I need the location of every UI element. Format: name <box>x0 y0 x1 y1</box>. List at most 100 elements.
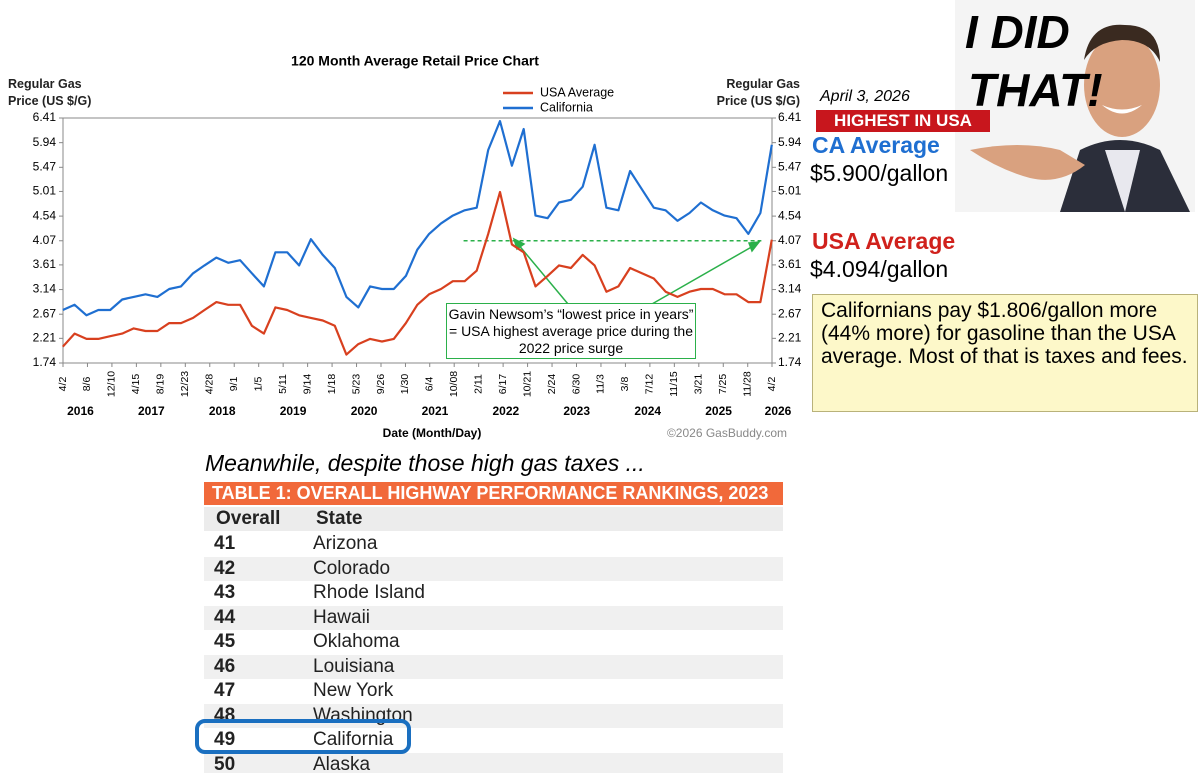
x-tick-label: 5/23 <box>350 374 362 395</box>
x-tick-label: 5/11 <box>277 374 289 394</box>
x-tick-label: 1/30 <box>399 374 411 395</box>
x-tick-label: 4/2 <box>57 377 69 392</box>
x-tick-label: 11/15 <box>668 371 680 397</box>
x-tick-label: 7/25 <box>717 374 729 395</box>
table-cell: Washington <box>313 704 413 726</box>
table-cell: 42 <box>214 557 236 579</box>
table-row: 43 Rhode Island <box>204 581 783 605</box>
legend-label: USA Average <box>540 85 614 99</box>
x-tick-label: 8/6 <box>81 377 93 392</box>
y2-axis-label: Regular Gas Price (US $/G) <box>716 77 800 108</box>
year-label: 2024 <box>634 404 661 418</box>
x-tick-label: 7/12 <box>644 374 656 395</box>
chart-title: 120 Month Average Retail Price Chart <box>291 53 539 69</box>
year-label: 2019 <box>280 404 307 418</box>
y-tick-label: 3.61 <box>33 257 57 271</box>
table-row: 42 Colorado <box>204 556 783 581</box>
table-cell: California <box>313 729 394 750</box>
y2-tick-label: 4.54 <box>778 208 802 222</box>
x-tick-label: 2/11 <box>472 374 484 394</box>
year-label: 2020 <box>351 404 378 418</box>
photo <box>955 0 1195 212</box>
table-row: 46 Louisiana <box>204 654 783 679</box>
ca-price: $5.900/gallon <box>810 160 949 186</box>
usa-price: $4.094/gallon <box>810 256 949 282</box>
year-label: 2017 <box>138 404 165 418</box>
header-cell: State <box>316 508 363 529</box>
x-tick-label: 12/10 <box>106 371 118 397</box>
x-tick-label: 1/18 <box>326 374 338 395</box>
table-cell: 43 <box>214 582 236 603</box>
x-tick-label: 6/4 <box>424 377 436 392</box>
year-label: 2018 <box>209 404 236 418</box>
year-label: 2022 <box>492 404 519 418</box>
annotation: Gavin Newsom’s “lowest price in years” =… <box>446 303 696 359</box>
x-tick-label: 9/26 <box>375 374 387 395</box>
year-label: 2025 <box>705 404 732 418</box>
table-cell: 46 <box>214 655 236 677</box>
x-tick-label: 9/14 <box>301 374 313 395</box>
meme-line: THAT! <box>968 64 1103 116</box>
table-cell: Louisiana <box>313 655 395 677</box>
y-tick-label: 5.94 <box>33 135 57 149</box>
credit: ©2026 GasBuddy.com <box>667 426 787 440</box>
y2-tick-label: 3.61 <box>778 257 802 271</box>
table-row: 41 Arizona <box>204 532 783 556</box>
table-cell: 45 <box>214 631 236 652</box>
table-cell: 47 <box>214 680 236 701</box>
table-row: 45 Oklahoma <box>204 630 783 654</box>
table-title-bg <box>204 482 783 505</box>
line-series <box>61 190 773 356</box>
y2-tick-label: 6.41 <box>778 110 802 124</box>
y-tick-label: 6.41 <box>33 110 57 124</box>
table-row: 44 Hawaii <box>204 605 783 630</box>
table-cell: Rhode Island <box>313 582 425 603</box>
year-label: 2026 <box>765 404 792 418</box>
y2-tick-label: 2.67 <box>778 306 802 320</box>
x-tick-label: 3/8 <box>619 377 631 392</box>
ca-label: CA Average <box>812 132 940 158</box>
y-tick-label: 4.07 <box>33 233 57 247</box>
table-cell: Arizona <box>313 533 378 554</box>
x-tick-label: 10/21 <box>521 371 533 397</box>
table-row: 49 California <box>204 728 783 752</box>
x-tick-label: 12/23 <box>179 371 191 397</box>
badge: HIGHEST IN USA <box>834 111 972 130</box>
year-label: 2016 <box>67 404 94 418</box>
table-cell: Hawaii <box>313 606 371 628</box>
x-tick-label: 10/08 <box>448 371 460 397</box>
badge-bg <box>816 110 990 132</box>
y2-tick-label: 2.21 <box>778 331 802 345</box>
meme-line: I DID <box>965 6 1070 58</box>
y-tick-label: 5.47 <box>33 159 57 173</box>
year-label: 2023 <box>563 404 590 418</box>
table-cell: 49 <box>214 729 236 750</box>
y-tick-label: 2.21 <box>33 331 57 345</box>
x-tick-label: 1/5 <box>252 377 264 392</box>
date: April 3, 2026 <box>820 88 910 105</box>
header-cell: Overall <box>216 508 281 529</box>
table-cell: Colorado <box>313 557 391 579</box>
x-tick-label: 4/28 <box>204 374 216 395</box>
x-tick-label: 11/3 <box>595 374 607 394</box>
x-tick-label: 6/30 <box>570 374 582 395</box>
table-title: TABLE 1: OVERALL HIGHWAY PERFORMANCE RAN… <box>212 483 768 503</box>
x-tick-label: 2/24 <box>546 374 558 395</box>
y2-tick-label: 4.07 <box>778 233 802 247</box>
x-tick-label: 6/17 <box>497 374 509 395</box>
x-tick-label: 4/2 <box>766 377 778 392</box>
table-header: Overall State <box>204 507 783 531</box>
x-tick-label: 3/21 <box>693 374 705 395</box>
table-cell: New York <box>313 680 394 701</box>
table-intro: Meanwhile, despite those high gas taxes … <box>205 450 645 476</box>
y2-tick-label: 5.94 <box>778 135 802 149</box>
x-tick-label: 4/15 <box>130 374 142 395</box>
y2-tick-label: 3.14 <box>778 282 802 296</box>
table-cell: 48 <box>214 704 236 726</box>
table-row: 47 New York <box>204 679 783 703</box>
x-tick-label: 11/28 <box>742 371 754 397</box>
table-cell: 44 <box>214 606 236 628</box>
y-tick-label: 1.74 <box>33 355 57 369</box>
